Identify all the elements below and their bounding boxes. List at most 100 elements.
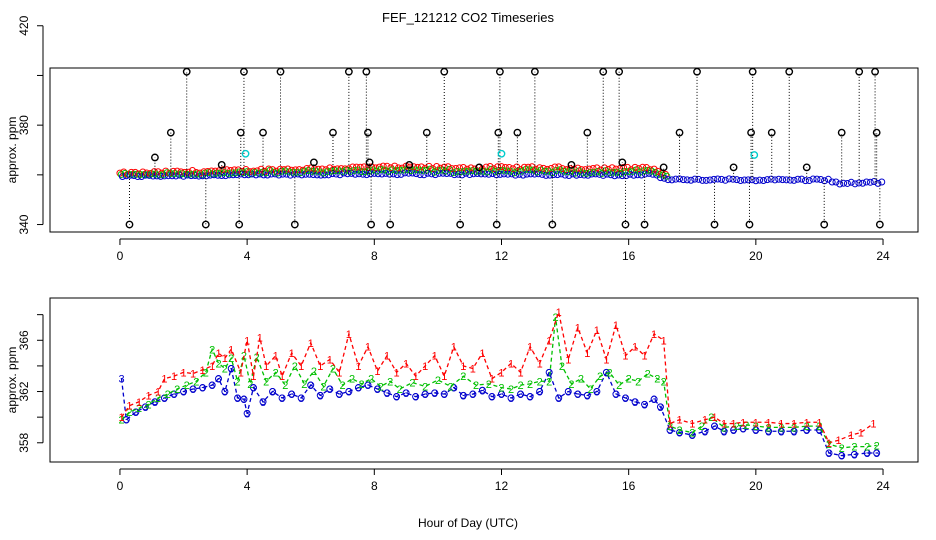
top-series1-point <box>356 163 364 171</box>
bottom-series3-circle <box>249 384 257 392</box>
bottom-series1-label: 1 <box>336 367 342 379</box>
bottom-series1-label: 1 <box>126 401 132 413</box>
bottom-series2-label: 2 <box>721 422 727 434</box>
top-raw-point <box>166 128 175 137</box>
top-series1-point <box>497 163 505 171</box>
top-series3-point <box>718 175 726 183</box>
bottom-series3-circle <box>316 391 324 399</box>
bottom-series3-circle <box>583 391 591 399</box>
bottom-series1-label: 1 <box>228 344 234 356</box>
bottom-series2-label: 2 <box>743 420 749 432</box>
bottom-series3-label: 3 <box>498 389 504 401</box>
top-series3-point <box>790 176 798 184</box>
bottom-series2-label: 2 <box>349 374 355 386</box>
bottom-series3-label: 3 <box>384 388 390 400</box>
top-series2-point <box>663 172 671 180</box>
top-series1-point <box>612 165 620 173</box>
top-flagged-point <box>241 149 250 158</box>
bottom-series3-circle <box>621 394 629 402</box>
bottom-series1-label: 1 <box>257 333 263 345</box>
bottom-series3-label: 3 <box>161 393 167 405</box>
bottom-series1-label: 1 <box>146 390 152 402</box>
bottom-series3-circle <box>278 394 286 402</box>
bottom-series2-label: 2 <box>804 421 810 433</box>
bottom-series2-label: 2 <box>126 407 132 419</box>
bottom-series2-label: 2 <box>330 363 336 375</box>
top-series3-point <box>866 178 874 186</box>
top-series3-point <box>847 178 855 186</box>
bottom-series2-label: 2 <box>689 428 695 440</box>
bottom-series2-label: 2 <box>193 376 199 388</box>
top-raw-point <box>872 128 881 137</box>
top-raw-point <box>125 220 134 229</box>
bottom-series3-label: 3 <box>851 449 857 461</box>
top-raw-point <box>599 67 608 76</box>
bottom-series1-label: 1 <box>702 415 708 427</box>
bottom-series2-label: 2 <box>607 367 613 379</box>
top-y-tick-label: 340 <box>17 214 31 234</box>
bottom-series3-label: 3 <box>235 393 241 405</box>
bottom-series3-label: 3 <box>470 389 476 401</box>
bottom-series3-label: 3 <box>489 392 495 404</box>
top-series3-point <box>771 176 779 184</box>
top-series1-point <box>349 163 357 171</box>
bottom-series2-label: 2 <box>184 380 190 392</box>
bottom-series2-label: 2 <box>311 366 317 378</box>
bottom-series1-label: 1 <box>689 419 695 431</box>
top-series1-point <box>379 162 387 170</box>
bottom-series2-label: 2 <box>864 442 870 454</box>
top-series3-point <box>664 176 672 184</box>
bottom-x-tick-label: 8 <box>371 479 378 493</box>
bottom-series3-label: 3 <box>622 393 628 405</box>
bottom-series3-label: 3 <box>711 421 717 433</box>
bottom-series3-circle <box>564 388 572 396</box>
top-y-axis: 340 380 420 <box>17 15 44 235</box>
bottom-series3-label: 3 <box>171 389 177 401</box>
top-raw-point <box>362 67 371 76</box>
bottom-series3-label: 3 <box>441 389 447 401</box>
bottom-series3-circle <box>478 386 486 394</box>
bottom-series3-label: 3 <box>336 389 342 401</box>
bottom-series1-label: 1 <box>441 371 447 383</box>
top-series3-point <box>805 177 813 185</box>
top-series1-point <box>494 163 502 171</box>
bottom-series3-label: 3 <box>317 390 323 402</box>
top-raw-point <box>618 158 627 167</box>
bottom-series2-label: 2 <box>635 376 641 388</box>
bottom-series1-label: 1 <box>804 417 810 429</box>
bottom-series3-label: 3 <box>327 384 333 396</box>
bottom-series1-label: 1 <box>667 419 673 431</box>
bottom-series3-label: 3 <box>432 388 438 400</box>
bottom-series1-label: 1 <box>460 361 466 373</box>
bottom-series2-label: 2 <box>209 344 215 356</box>
bottom-series1-label: 1 <box>711 412 717 424</box>
bottom-series3-circle <box>641 400 649 408</box>
bottom-x-tick-label: 4 <box>244 479 251 493</box>
bottom-series3-label: 3 <box>422 389 428 401</box>
bottom-series3-label: 3 <box>270 387 276 399</box>
bottom-series3-circle <box>393 393 401 401</box>
top-series3-point <box>721 176 729 184</box>
bottom-series1-label: 1 <box>250 371 256 383</box>
bottom-series2-label: 2 <box>254 352 260 364</box>
bottom-series3-label: 3 <box>676 428 682 440</box>
top-raw-point <box>364 128 372 137</box>
bottom-series1-label: 1 <box>273 351 279 363</box>
bottom-series3-circle <box>711 422 719 430</box>
bottom-series3-circle <box>656 403 664 411</box>
bottom-series1-label: 1 <box>518 367 524 379</box>
top-series1-point <box>456 164 464 172</box>
bottom-series3-circle <box>431 389 439 397</box>
bottom-series3-label: 3 <box>479 385 485 397</box>
bottom-series3-circle <box>326 385 334 393</box>
bottom-series1-label: 1 <box>155 387 161 399</box>
bottom-x-tick-label: 12 <box>495 479 509 493</box>
bottom-series3-circle <box>243 409 251 417</box>
bottom-series2-label: 2 <box>301 379 307 391</box>
bottom-series1-label: 1 <box>308 338 314 350</box>
bottom-series3-circle <box>269 388 277 396</box>
bottom-series2-label: 2 <box>778 422 784 434</box>
bottom-series3-circle <box>497 390 505 398</box>
bottom-series3-label: 3 <box>209 380 215 392</box>
bottom-series1-label: 1 <box>870 419 876 431</box>
